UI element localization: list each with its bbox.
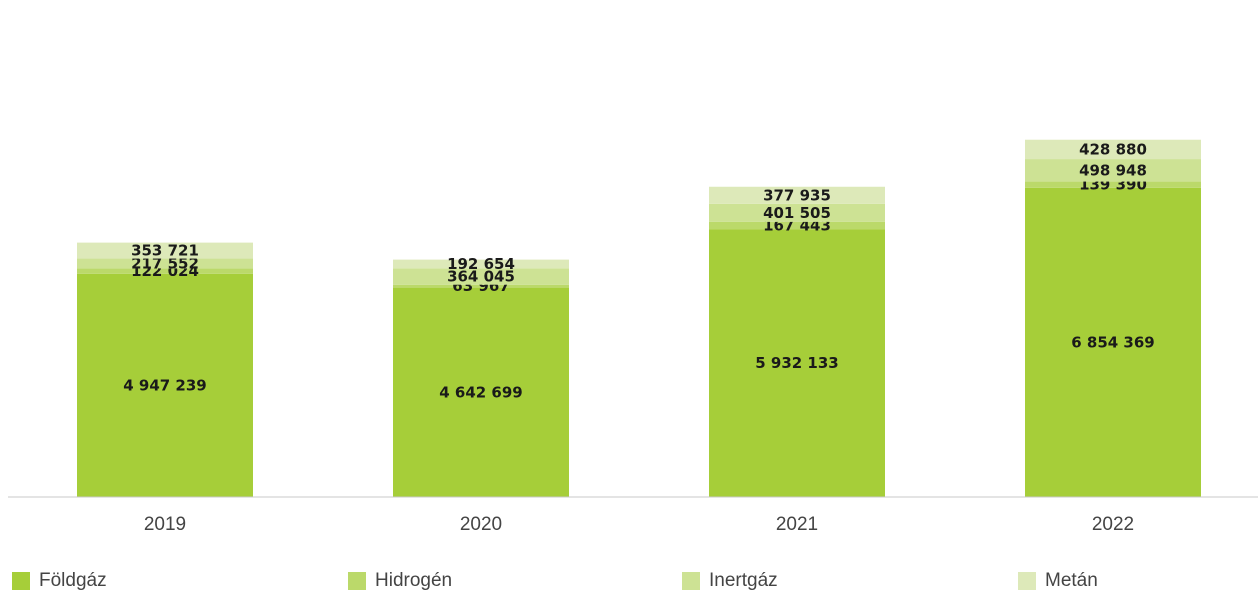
legend-swatch-inertgaz bbox=[682, 572, 700, 590]
x-tick-label-2022: 2022 bbox=[1092, 514, 1134, 535]
value-label-metan-2019: 353 721 bbox=[131, 242, 199, 260]
legend-swatch-metan bbox=[1018, 572, 1036, 590]
bar-metan-2019 bbox=[77, 242, 253, 259]
legend-label-metan: Metán bbox=[1045, 570, 1098, 591]
x-tick-label-2019: 2019 bbox=[144, 514, 186, 535]
legend-item-metan: Metán bbox=[1018, 570, 1098, 592]
value-label-foldgaz-2019: 4 947 239 bbox=[123, 376, 207, 394]
legend-item-inertgaz: Inertgáz bbox=[682, 570, 778, 592]
value-label-inertgaz-2019: 217 552 bbox=[131, 254, 199, 272]
bar-foldgaz-2022 bbox=[1025, 187, 1201, 497]
legend-label-hidrogen: Hidrogén bbox=[375, 570, 453, 591]
value-label-foldgaz-2020: 4 642 699 bbox=[439, 383, 523, 401]
bar-inertgaz-2022 bbox=[1025, 159, 1201, 182]
legend-label-foldgaz: Földgáz bbox=[39, 570, 107, 591]
x-tick-label-2021: 2021 bbox=[776, 514, 818, 535]
legend-item-foldgaz: Földgáz bbox=[12, 570, 107, 592]
value-label-metan-2020: 192 654 bbox=[447, 255, 515, 273]
value-label-inertgaz-2022: 498 948 bbox=[1079, 161, 1147, 179]
legend: Földgáz Hidrogén Inertgáz Metán bbox=[0, 570, 1258, 593]
bar-inertgaz-2019 bbox=[77, 258, 253, 269]
legend-swatch-foldgaz bbox=[12, 572, 30, 590]
bar-hidrogen-2019 bbox=[77, 268, 253, 274]
legend-item-hidrogen: Hidrogén bbox=[348, 570, 452, 592]
value-label-foldgaz-2022: 6 854 369 bbox=[1071, 333, 1155, 351]
value-label-inertgaz-2021: 401 505 bbox=[763, 204, 831, 222]
bar-metan-2021 bbox=[709, 186, 885, 204]
bar-inertgaz-2021 bbox=[709, 203, 885, 222]
value-label-metan-2022: 428 880 bbox=[1079, 140, 1147, 158]
value-label-foldgaz-2021: 5 932 133 bbox=[755, 354, 839, 372]
bar-foldgaz-2019 bbox=[77, 273, 253, 497]
bar-foldgaz-2021 bbox=[709, 229, 885, 497]
value-label-metan-2021: 377 935 bbox=[763, 186, 831, 204]
bar-foldgaz-2020 bbox=[393, 287, 569, 497]
legend-label-inertgaz: Inertgáz bbox=[709, 570, 778, 591]
legend-swatch-hidrogen bbox=[348, 572, 366, 590]
bar-metan-2020 bbox=[393, 259, 569, 269]
bar-hidrogen-2021 bbox=[709, 221, 885, 230]
value-label-inertgaz-2020: 364 045 bbox=[447, 268, 515, 286]
bar-hidrogen-2022 bbox=[1025, 181, 1201, 188]
x-tick-label-2020: 2020 bbox=[460, 514, 502, 535]
bar-inertgaz-2020 bbox=[393, 268, 569, 285]
bar-hidrogen-2020 bbox=[393, 284, 569, 288]
bar-metan-2022 bbox=[1025, 139, 1201, 160]
